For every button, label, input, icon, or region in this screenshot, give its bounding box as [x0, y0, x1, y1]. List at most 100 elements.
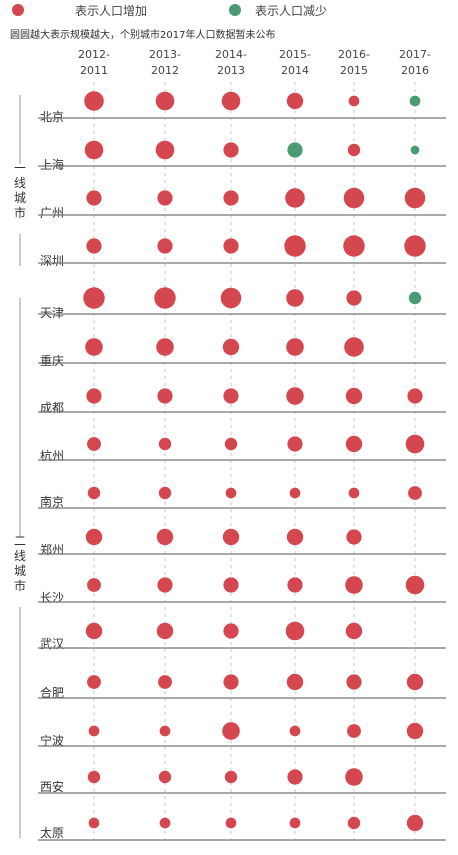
bubble — [347, 816, 361, 830]
bubble — [87, 770, 101, 784]
bubble — [223, 142, 239, 158]
bubble — [345, 768, 363, 786]
bubble — [156, 622, 174, 640]
city-row: 上海 — [38, 140, 446, 172]
period-label-bottom: 2016 — [401, 64, 429, 77]
period-label-bottom: 2014 — [281, 64, 309, 77]
bubble — [155, 140, 175, 160]
bubble — [156, 338, 174, 356]
city-label: 广州 — [40, 206, 64, 220]
bubble — [404, 235, 426, 257]
bubble — [406, 673, 424, 691]
bubble — [405, 575, 425, 595]
bubble — [157, 577, 173, 593]
bubble — [286, 387, 304, 405]
chart-note: 圆圆越大表示规模越大，个别城市2017年人口数据暂未公布 — [10, 28, 275, 41]
bubble — [286, 673, 304, 691]
bubble — [347, 143, 361, 157]
bubble — [224, 437, 238, 451]
city-row: 武汉 — [38, 621, 446, 651]
period-label-bottom: 2012 — [151, 64, 179, 77]
period-label-top: 2017- — [399, 48, 431, 61]
bubble — [159, 725, 171, 737]
bubble — [407, 388, 423, 404]
bubble — [87, 578, 101, 592]
city-label: 太原 — [40, 825, 64, 840]
bubble — [222, 722, 240, 740]
bubble — [157, 190, 173, 206]
period-label-bottom: 2015 — [340, 64, 368, 77]
city-row: 天津 — [38, 287, 446, 320]
bubble — [85, 338, 103, 356]
bubble — [346, 290, 362, 306]
bubble — [158, 770, 172, 784]
city-row: 重庆 — [38, 337, 446, 368]
legend-increase-swatch — [12, 4, 24, 16]
city-row: 长沙 — [38, 575, 446, 605]
bubble — [225, 817, 237, 829]
city-label: 上海 — [40, 157, 64, 172]
bubble — [410, 145, 420, 155]
city-row: 成都 — [38, 387, 446, 415]
city-label: 成都 — [40, 401, 64, 415]
bubble — [159, 817, 171, 829]
bubble — [287, 577, 303, 593]
bubble — [347, 724, 361, 738]
bubble — [223, 577, 239, 593]
bubble — [220, 287, 242, 309]
bubble — [406, 814, 424, 832]
city-row: 南京 — [38, 486, 446, 509]
city-row: 深圳 — [38, 235, 446, 268]
bubble — [404, 187, 426, 209]
city-label: 天津 — [40, 306, 64, 320]
city-row: 北京 — [38, 91, 446, 124]
bubble — [222, 338, 240, 356]
bubble — [86, 238, 102, 254]
bubble — [343, 235, 365, 257]
bubble — [157, 238, 173, 254]
period-label-top: 2012- — [78, 48, 110, 61]
city-label: 北京 — [40, 110, 64, 124]
bubble — [223, 623, 239, 639]
bubble — [83, 287, 105, 309]
bubble — [286, 289, 304, 307]
city-row: 太原 — [38, 814, 446, 841]
city-label: 武汉 — [40, 637, 64, 651]
bubble — [287, 769, 303, 785]
city-row: 宁波 — [38, 722, 446, 748]
bubble — [285, 621, 305, 641]
tier-label: 二线城市 — [14, 534, 26, 593]
city-label: 合肥 — [40, 685, 64, 700]
bubble — [87, 675, 101, 689]
bubble — [346, 529, 362, 545]
bubble — [345, 622, 363, 640]
bubble — [346, 674, 362, 690]
period-headers: 2012- 2011 2013- 2012 2014- 2013 2015- 2014 2016… — [78, 48, 431, 77]
bubble — [406, 722, 424, 740]
bubble — [285, 188, 305, 208]
period-label-top: 2013- — [149, 48, 181, 61]
bubble — [408, 486, 422, 500]
bubble — [221, 91, 241, 111]
legend-decrease-label: 表示人口减少 — [255, 4, 327, 18]
legend: 表示人口增加 表示人口减少 — [12, 4, 327, 18]
bubble — [158, 486, 172, 500]
bubble — [85, 622, 103, 640]
bubble — [289, 817, 301, 829]
period-label-top: 2016- — [338, 48, 370, 61]
bubble — [289, 725, 301, 737]
bubble — [86, 190, 102, 206]
legend-increase-label: 表示人口增加 — [75, 4, 147, 18]
legend-decrease-swatch — [229, 4, 241, 16]
bubble — [287, 436, 303, 452]
bubble — [223, 190, 239, 206]
city-label: 西安 — [40, 779, 64, 794]
bubble — [155, 91, 175, 111]
city-row: 杭州 — [38, 434, 446, 463]
bubble — [85, 528, 103, 546]
period-label-bottom: 2011 — [80, 64, 108, 77]
bubble — [348, 95, 360, 107]
bubble — [158, 437, 172, 451]
bubble — [408, 291, 422, 305]
